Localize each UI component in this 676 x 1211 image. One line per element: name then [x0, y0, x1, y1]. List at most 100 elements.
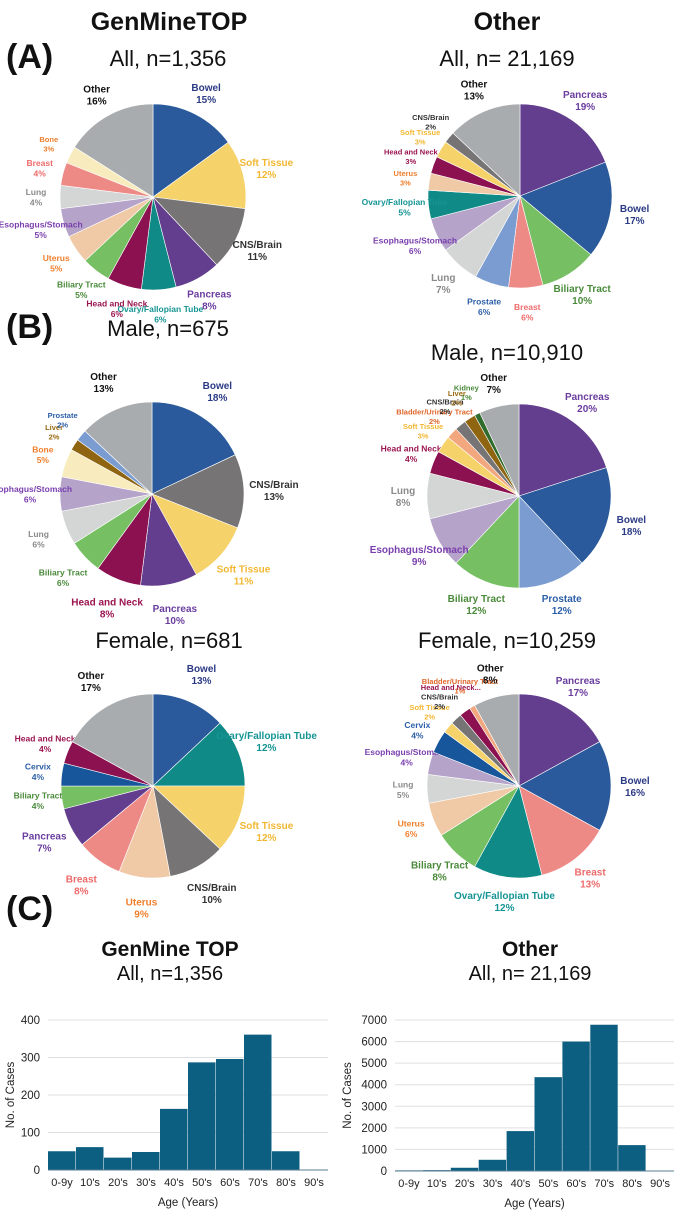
pie-slice-bowel [519, 161, 613, 256]
pie-label-biliary-tract: Biliary Tract [14, 791, 63, 801]
pie-value-soft-tissue: 12% [256, 833, 276, 844]
histogram-bar-0-9y [48, 1151, 76, 1170]
pie-value-biliary-tract: 10% [572, 296, 592, 307]
pie-title-genmine-female: Female, n=681 [95, 628, 243, 653]
pie-slice-soft-tissue [152, 141, 247, 209]
pie-title-genmine-male: Male, n=675 [107, 316, 229, 341]
pie-label-pancreas: Pancreas [187, 290, 232, 301]
pie-title-other-male: Male, n=10,910 [430, 340, 584, 365]
pie-label-head-and-neck: Head and Neck [15, 733, 76, 743]
pie-label-uterus: Uterus [43, 253, 70, 263]
pie-value-soft-tissue: 3% [418, 431, 429, 440]
pie-value-bone: 5% [37, 455, 50, 465]
y-tick-label: 300 [21, 1053, 40, 1065]
pie-label-cervix: Cervix [404, 720, 430, 730]
pie-slice-bowel [152, 693, 221, 787]
pie-label-breast: Breast [66, 875, 98, 886]
pie-label-ovary-fallopian-tube: Ovary/Fallopian Tube [362, 197, 448, 207]
x-tick-label: 50's [539, 1178, 559, 1190]
y-axis-title: No. of Cases [342, 1062, 354, 1129]
panel-a-label: (A) [6, 38, 54, 76]
x-tick-label: 0-9y [51, 1177, 73, 1189]
histogram-bar-60-s [216, 1059, 244, 1170]
histogram-bar-10-s [76, 1147, 104, 1170]
pie-label-head-and-neck: Head and Neck [86, 298, 147, 308]
pie-label-soft-tissue: Soft Tissue [409, 703, 449, 712]
pie-value-bladder-urinary-tract: 1% [455, 687, 466, 696]
hist-title-genmine: GenMine TOP [101, 938, 239, 961]
pie-label-cns-brain: CNS/Brain [427, 398, 465, 407]
pie-slice-other [84, 401, 153, 495]
pie-slice-biliary-tract [455, 495, 520, 589]
pie-label-lung: Lung [431, 273, 455, 284]
x-tick-label: 20's [108, 1177, 128, 1189]
pie-value-bowel: 18% [207, 393, 227, 404]
pie-label-pancreas: Pancreas [565, 392, 610, 403]
hist-subtitle-genmine: All, n=1,356 [116, 963, 224, 985]
y-tick-label: 5000 [361, 1058, 387, 1070]
pie-label-lung: Lung [28, 529, 49, 539]
y-tick-label: 0 [381, 1166, 387, 1178]
pie-value-cervix: 4% [411, 731, 424, 741]
pie-value-pancreas: 17% [568, 688, 588, 699]
pie-value-ovary-fallopian-tube: 12% [494, 903, 514, 914]
pie-label-cns-brain: CNS/Brain [249, 480, 298, 491]
y-tick-label: 100 [21, 1128, 40, 1140]
pie-value-pancreas: 19% [575, 102, 595, 113]
pie-value-head-and-neck: 6% [111, 309, 124, 319]
pie-label-biliary-tract: Biliary Tract [57, 279, 106, 289]
pie-label-bowel: Bowel [620, 776, 650, 787]
pie-label-biliary-tract: Biliary Tract [411, 861, 469, 872]
pie-value-cervix: 4% [32, 772, 45, 782]
pie-value-lung: 7% [436, 285, 451, 296]
histogram-bar-70-s [590, 1024, 618, 1171]
pie-value-bowel: 18% [621, 527, 641, 538]
pie-value-prostate: 6% [478, 307, 491, 317]
pie-title-genmine-all: All, n=1,356 [109, 46, 227, 71]
pie-value-uterus: 5% [50, 263, 63, 273]
x-tick-label: 50's [192, 1177, 212, 1189]
histogram-bar-40-s [160, 1108, 188, 1170]
pie-label-bowel: Bowel [203, 381, 233, 392]
histogram-bar-30-s [478, 1159, 507, 1171]
pie-value-prostate: 2% [57, 421, 68, 430]
x-axis-title: Age (Years) [504, 1198, 564, 1210]
panel-c-label: (C) [6, 890, 54, 928]
pie-slice-bowel [518, 467, 612, 564]
pie-value-cns-brain: 11% [248, 252, 268, 263]
pie-slice-ovary-fallopian-tube [152, 722, 246, 787]
pie-value-liver: 2% [451, 399, 462, 408]
pie-label-soft-tissue: Soft Tissue [217, 565, 271, 576]
histogram-bar-40-s [506, 1131, 534, 1171]
pie-label-other: Other [78, 671, 105, 682]
pie-label-pancreas: Pancreas [563, 90, 608, 101]
pie-label-cns-brain: CNS/Brain [421, 692, 459, 701]
pie-slice-other [71, 693, 154, 787]
histogram-bar-20-s [104, 1157, 132, 1170]
x-tick-label: 0-9y [398, 1178, 420, 1190]
pie-label-other: Other [461, 80, 488, 91]
x-tick-label: 60's [220, 1177, 240, 1189]
pie-label-esophagus-stomach: Esophagus/Stomach [0, 220, 83, 230]
pie-slice-breast [518, 785, 601, 876]
other-column-title: Other [473, 8, 541, 36]
pie-label-esophagus-stomach: Esophagus/Stomach [365, 747, 449, 757]
pie-slice-other [474, 693, 520, 787]
pie-value-pancreas: 7% [37, 843, 52, 854]
pie-label-uterus: Uterus [394, 169, 418, 178]
pie-label-breast: Breast [26, 158, 53, 168]
pie-label-head-and-neck: Head and Neck [381, 443, 442, 453]
pie-label-liver: Liver [448, 389, 466, 398]
pie-slice-pancreas [518, 403, 607, 497]
y-tick-label: 400 [21, 1015, 40, 1027]
pie-value-biliary-tract: 6% [57, 578, 70, 588]
pie-label-other: Other [83, 84, 110, 95]
pie-slice-ovary-fallopian-tube [474, 785, 543, 879]
pie-value-uterus: 9% [134, 909, 149, 920]
genmine-column-title: GenMineTOP [90, 8, 248, 36]
pie-label-biliary-tract: Biliary Tract [554, 284, 612, 295]
pie-slice-other [452, 103, 521, 197]
pie-value-soft-tissue: 2% [424, 713, 435, 722]
